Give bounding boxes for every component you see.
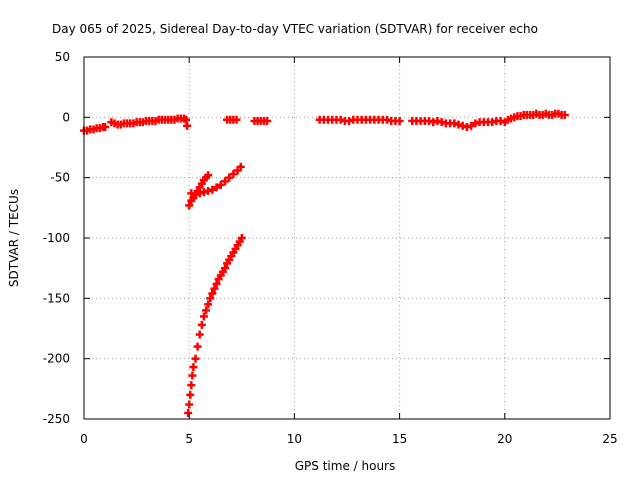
data-point <box>183 122 191 130</box>
data-point <box>396 117 404 125</box>
y-axis-label: SDTVAR / TECUs <box>7 189 21 287</box>
y-tick-label: -250 <box>43 412 70 426</box>
y-tick-label: -50 <box>50 171 70 185</box>
y-tick-label: -100 <box>43 231 70 245</box>
data-point <box>196 331 204 339</box>
data-point <box>186 391 194 399</box>
data-point <box>188 372 196 380</box>
x-axis-label: GPS time / hours <box>295 459 396 473</box>
data-point <box>187 381 195 389</box>
data-point <box>184 409 192 417</box>
data-points <box>80 110 569 417</box>
data-point <box>192 355 200 363</box>
data-point <box>189 363 197 371</box>
data-point <box>198 321 206 329</box>
y-tick-label: 50 <box>55 50 70 64</box>
data-point <box>194 343 202 351</box>
x-tick-label: 25 <box>602 432 617 446</box>
data-point <box>185 401 193 409</box>
x-tick-label: 15 <box>392 432 407 446</box>
x-tick-label: 5 <box>185 432 193 446</box>
x-tick-label: 0 <box>80 432 88 446</box>
chart-title: Day 065 of 2025, Sidereal Day-to-day VTE… <box>52 22 538 36</box>
x-tick-label: 20 <box>497 432 512 446</box>
y-tick-label: 0 <box>62 110 70 124</box>
axis-ticks: 0 5 10 15 20 25 -250 -200 -150 -100 -50 0 50 <box>43 50 618 446</box>
x-tick-label: 10 <box>287 432 302 446</box>
y-tick-label: -200 <box>43 352 70 366</box>
y-tick-label: -150 <box>43 291 70 305</box>
